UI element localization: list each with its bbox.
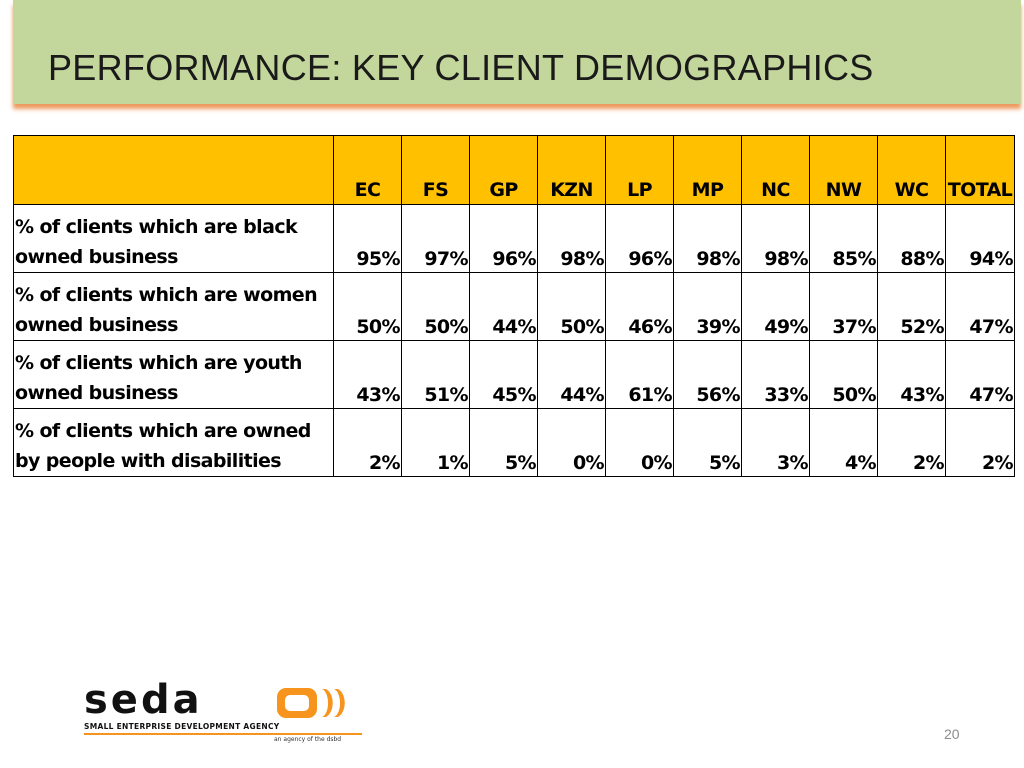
row-label-line: % of clients which are black: [15, 216, 298, 238]
table-row: % of clients which are black owned busin…: [13, 204, 1015, 273]
column-header: EC: [333, 135, 402, 205]
column-header: NC: [741, 135, 810, 205]
logo-subtitle: SMALL ENTERPRISE DEVELOPMENT AGENCY: [84, 722, 280, 731]
table-cell: 0%: [605, 408, 674, 477]
column-header: FS: [401, 135, 470, 205]
header-corner-cell: [13, 135, 334, 205]
table-cell: 43%: [333, 340, 402, 409]
title-bar: [13, 0, 1021, 104]
table-cell-total: 47%: [945, 340, 1015, 409]
column-header: MP: [673, 135, 742, 205]
row-label-line: % of clients which are women: [15, 284, 318, 306]
table-cell: 50%: [537, 272, 606, 341]
table-cell-total: 94%: [945, 204, 1015, 273]
table-cell: 96%: [605, 204, 674, 273]
logo-rule: [84, 733, 362, 735]
column-header: GP: [469, 135, 538, 205]
row-label-line: owned business: [15, 314, 178, 336]
table-cell: 88%: [877, 204, 946, 273]
row-label-line: % of clients which are owned: [15, 420, 311, 442]
row-label: % of clients which are women owned busin…: [13, 272, 334, 341]
table-cell: 0%: [537, 408, 606, 477]
table-cell: 2%: [333, 408, 402, 477]
row-label-line: owned business: [15, 382, 178, 404]
column-header: WC: [877, 135, 946, 205]
table-cell: 39%: [673, 272, 742, 341]
table-cell: 97%: [401, 204, 470, 273]
table-cell: 5%: [673, 408, 742, 477]
table-cell: 50%: [333, 272, 402, 341]
table-cell: 43%: [877, 340, 946, 409]
table-cell: 2%: [877, 408, 946, 477]
table-cell: 33%: [741, 340, 810, 409]
row-label-line: % of clients which are youth: [15, 352, 302, 374]
table-cell: 95%: [333, 204, 402, 273]
table-row: % of clients which are owned by people w…: [13, 408, 1015, 477]
table-cell: 56%: [673, 340, 742, 409]
column-header: KZN: [537, 135, 606, 205]
table-cell-total: 2%: [945, 408, 1015, 477]
table-cell: 61%: [605, 340, 674, 409]
column-header-total: TOTAL: [945, 135, 1015, 205]
table-cell: 98%: [673, 204, 742, 273]
table-row: % of clients which are youth owned busin…: [13, 340, 1015, 409]
seda-logo: seda SMALL ENTERPRISE DEVELOPMENT AGENCY…: [84, 678, 364, 744]
logo-tagline: an agency of the dsbd: [274, 736, 342, 743]
table-cell: 51%: [401, 340, 470, 409]
table-cell: 98%: [537, 204, 606, 273]
page-number: 20: [944, 726, 960, 742]
table-cell: 50%: [809, 340, 878, 409]
table-cell: 5%: [469, 408, 538, 477]
column-header: LP: [605, 135, 674, 205]
logo-wordmark: seda: [84, 677, 203, 723]
row-label: % of clients which are youth owned busin…: [13, 340, 334, 409]
table-row: % of clients which are women owned busin…: [13, 272, 1015, 341]
table-cell: 52%: [877, 272, 946, 341]
table-cell: 37%: [809, 272, 878, 341]
table-cell: 49%: [741, 272, 810, 341]
table-header-row: EC FS GP KZN LP MP NC NW WC TOTAL: [13, 135, 1015, 205]
row-label: % of clients which are owned by people w…: [13, 408, 334, 477]
table-cell: 96%: [469, 204, 538, 273]
slide-title: PERFORMANCE: KEY CLIENT DEMOGRAPHICS: [48, 47, 874, 88]
table-cell: 1%: [401, 408, 470, 477]
row-label: % of clients which are black owned busin…: [13, 204, 334, 273]
column-header: NW: [809, 135, 878, 205]
table-cell: 50%: [401, 272, 470, 341]
table-cell: 46%: [605, 272, 674, 341]
table-cell-total: 47%: [945, 272, 1015, 341]
table-cell: 98%: [741, 204, 810, 273]
table-cell: 44%: [537, 340, 606, 409]
row-label-line: by people with disabilities: [15, 450, 282, 472]
seda-logo-mark-icon: [277, 688, 345, 718]
table-cell: 45%: [469, 340, 538, 409]
table-cell: 3%: [741, 408, 810, 477]
table-cell: 44%: [469, 272, 538, 341]
table-cell: 4%: [809, 408, 878, 477]
table-cell: 85%: [809, 204, 878, 273]
demographics-table: EC FS GP KZN LP MP NC NW WC TOTAL % of c…: [13, 135, 1015, 477]
row-label-line: owned business: [15, 246, 178, 268]
